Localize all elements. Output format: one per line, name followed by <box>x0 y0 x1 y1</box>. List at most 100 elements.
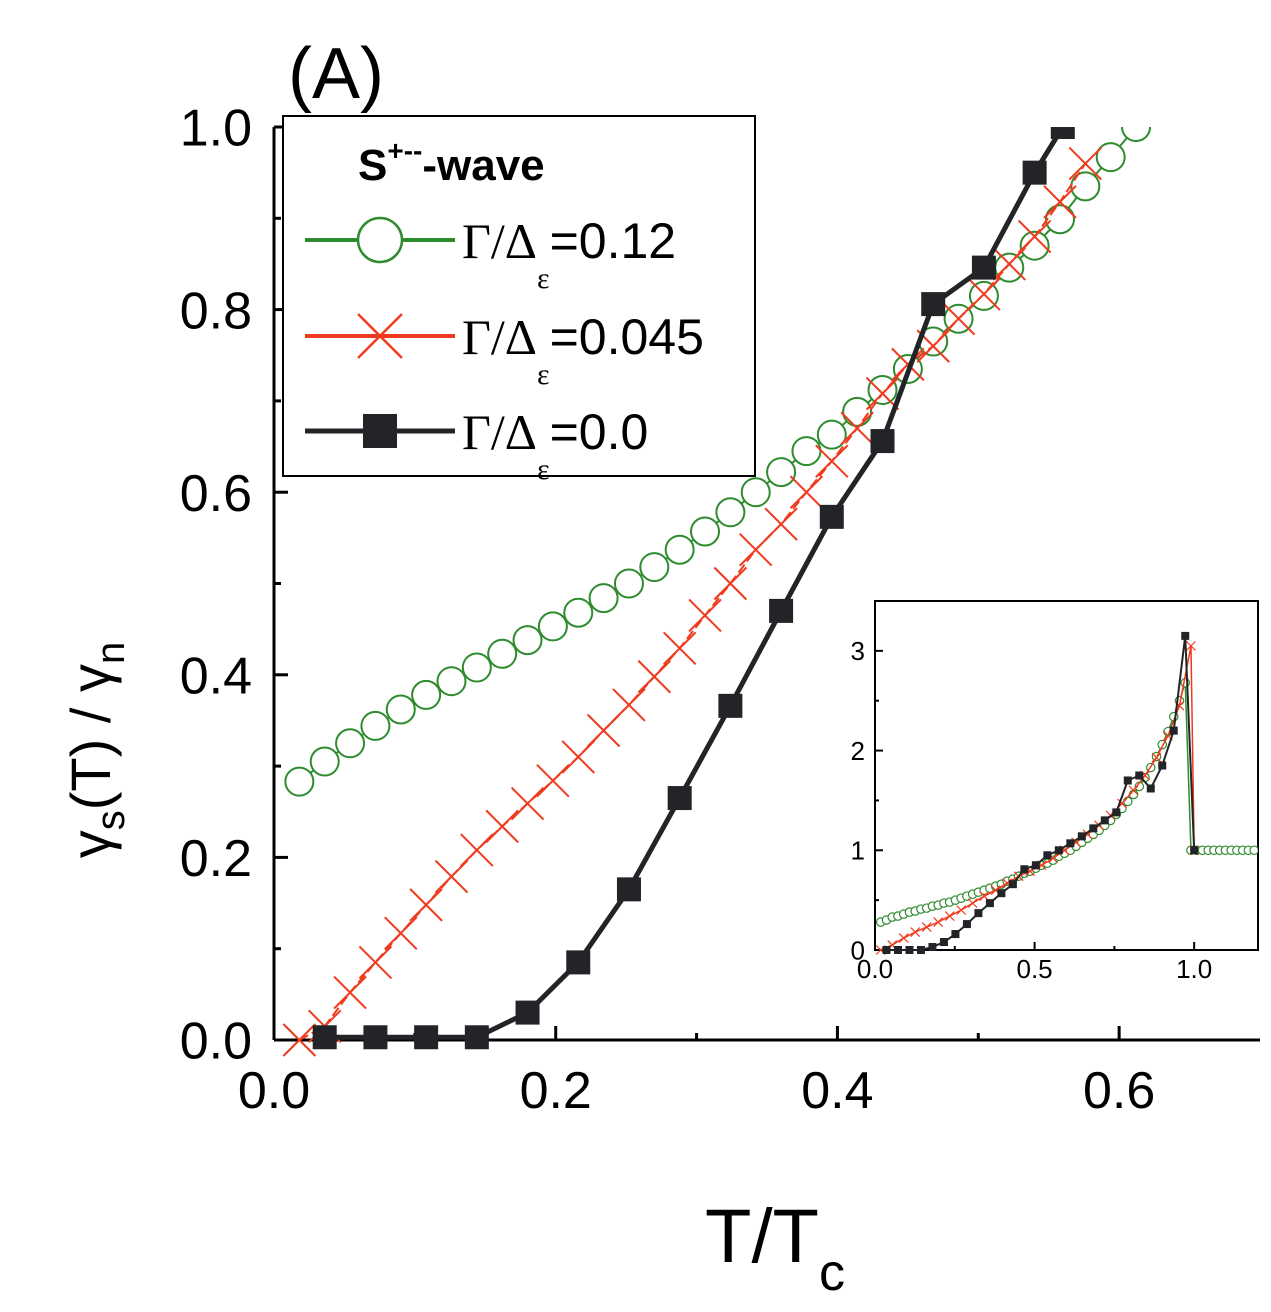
main-plot-area <box>282 127 1152 1057</box>
legend: S+---wave Γ/Δε=0.12 Γ/Δε=0.045 Γ/Δε=0.0 <box>282 115 756 486</box>
main-series-1-point-2-stroke-b <box>333 975 367 1010</box>
main-series-1-point-27 <box>967 277 1001 311</box>
y-axis-label-gamma: γ <box>59 830 122 858</box>
legend-entry-0-marker <box>356 216 404 264</box>
main-series-1-point-5 <box>409 888 443 922</box>
inset-series-1-point-27-stroke-b <box>1186 640 1196 651</box>
main-y-tick-label-4: 0.8 <box>180 282 252 340</box>
y-axis-label-mid: (T) / <box>59 692 122 810</box>
main-series-0-point-29 <box>1019 230 1050 261</box>
x-axis-label-main: T/T <box>705 1194 819 1279</box>
inset-y-tick-label-0: 0 <box>851 935 865 965</box>
main-series-1-point-7-stroke-b <box>460 833 494 867</box>
main-series-2-point-6 <box>616 877 641 902</box>
inset-series-2-point-2 <box>905 946 914 954</box>
main-series-0-point-4 <box>385 694 416 725</box>
inset-series <box>875 631 1258 955</box>
inset-series-1-point-6-stroke-b <box>944 911 955 922</box>
legend-box <box>282 115 756 477</box>
main-series-2-point-10 <box>819 504 844 529</box>
main-series-0-point-22 <box>842 396 873 427</box>
inset-x-tick-label-1: 0.5 <box>1017 954 1053 984</box>
main-series-0-point-30 <box>1044 204 1075 235</box>
main-series-0-point-18 <box>740 477 771 508</box>
legend-entry-0-label: Γ/Δε=0.12 <box>462 213 676 295</box>
inset-series-0-point-65 <box>1249 845 1258 856</box>
main-series-2-point-12 <box>921 292 946 317</box>
inset-series-1-point-9-stroke-b <box>979 891 990 902</box>
main-series-0-point-11 <box>563 597 594 628</box>
main-series-2-point-4 <box>515 1000 540 1025</box>
legend-entry-1-label-value: =0.045 <box>550 309 704 365</box>
main-series-1-point-8 <box>485 809 519 844</box>
legend-entry-2-marker <box>363 414 397 448</box>
inset-series-1-point-5 <box>933 917 944 928</box>
main-series-0-point-19 <box>766 457 797 488</box>
main-x-tick-label-3: 0.6 <box>1083 1062 1155 1120</box>
inset-series-1-point-22-stroke-b <box>1128 785 1139 796</box>
inset-series-1-point-4-stroke-b <box>921 922 932 932</box>
inset-series-2-point-3 <box>916 946 925 954</box>
main-series-2-point-13 <box>971 255 996 280</box>
panel-label: (A) <box>288 34 384 114</box>
main-series-1-point-24-stroke-b <box>891 347 925 382</box>
main-series-1-point-30 <box>1043 185 1077 219</box>
main-series-1-point-19 <box>764 507 798 541</box>
inset-series-2-line <box>886 634 1196 951</box>
main-series-0-point-8 <box>487 638 518 669</box>
main-series-0-point-28 <box>994 252 1025 283</box>
inset-series-2-point-5 <box>939 938 948 947</box>
inset-series-2-point-6 <box>951 930 960 939</box>
main-series-0-point-6 <box>436 666 467 697</box>
main-series-2-point-2 <box>414 1025 439 1050</box>
main-series-1-point-4-stroke-b <box>384 916 418 950</box>
main-series-1-point-9 <box>510 786 545 821</box>
main-series-0-point-3 <box>360 710 391 741</box>
inset-series-1-point-3-stroke-b <box>910 927 921 937</box>
main-series-0-point-5 <box>411 679 442 710</box>
main-series-0-point-10 <box>537 611 568 642</box>
main-series-0-point-2 <box>335 728 366 759</box>
main-series-0-point-23 <box>867 374 898 405</box>
main-series-0-point-12 <box>588 583 619 614</box>
y-axis-label-sub-s: s <box>89 810 133 830</box>
main-y-tick-label-2: 0.4 <box>180 648 252 706</box>
main-series-2-point-8 <box>718 693 743 718</box>
inset-series-2-point-0 <box>882 946 891 954</box>
inset-series-2-point-24 <box>1158 761 1167 770</box>
main-series-1-point-20 <box>789 475 824 509</box>
main-y-tick-label-0: 0.0 <box>180 1013 252 1071</box>
main-series-1-point-21 <box>815 444 849 478</box>
inset-series-2-point-15 <box>1054 846 1063 855</box>
legend-entry-1-marker-stroke-b <box>357 313 403 359</box>
legend-entry-1-label: Γ/Δε=0.045 <box>462 309 704 391</box>
main-series-1-point-21-stroke-b <box>815 444 849 478</box>
y-axis-label-gamma-n: γ <box>59 664 122 692</box>
inset-series-1-point-8-stroke-b <box>967 898 978 909</box>
main-series-clip <box>282 127 1152 1057</box>
inset-series-2-point-19 <box>1100 816 1109 825</box>
main-series-1-point-10 <box>536 764 570 798</box>
main-series-2-point-3 <box>464 1025 489 1050</box>
main-series-0-point-0 <box>284 766 315 797</box>
inset-series-1-point-7 <box>956 905 967 916</box>
legend-entry-2-label-value: =0.0 <box>550 404 649 460</box>
inset-series-2-point-26 <box>1181 631 1190 640</box>
legend-title: S+---wave <box>358 135 545 190</box>
main-series-1-point-31-stroke-b <box>1068 146 1103 181</box>
main-series-0-point-21 <box>816 419 847 450</box>
inset-series-1-point-24-stroke-b <box>1151 752 1162 763</box>
main-series-1-point-28-stroke-b <box>992 247 1026 281</box>
main-series-2-point-15 <box>1050 127 1075 139</box>
legend-entry-1-label-prefix: Γ/Δ <box>462 309 537 365</box>
inset-series-1-point-2 <box>898 933 909 943</box>
inset-frame <box>874 600 1259 951</box>
legend-entry-2-label: Γ/Δε=0.0 <box>462 404 648 486</box>
main-series-2-point-5 <box>566 950 591 975</box>
main-series-0-point-13 <box>613 568 644 599</box>
main-tick-labels: 0.0 0.2 0.4 0.6 0.0 0.2 0.4 0.6 0.8 1.0 <box>180 100 1156 1120</box>
main-series-0-point-27 <box>968 280 999 311</box>
inset-series-2-point-20 <box>1112 808 1121 817</box>
main-series-1-point-20-stroke-b <box>789 475 824 509</box>
inset-series-1-point-3 <box>910 927 921 937</box>
